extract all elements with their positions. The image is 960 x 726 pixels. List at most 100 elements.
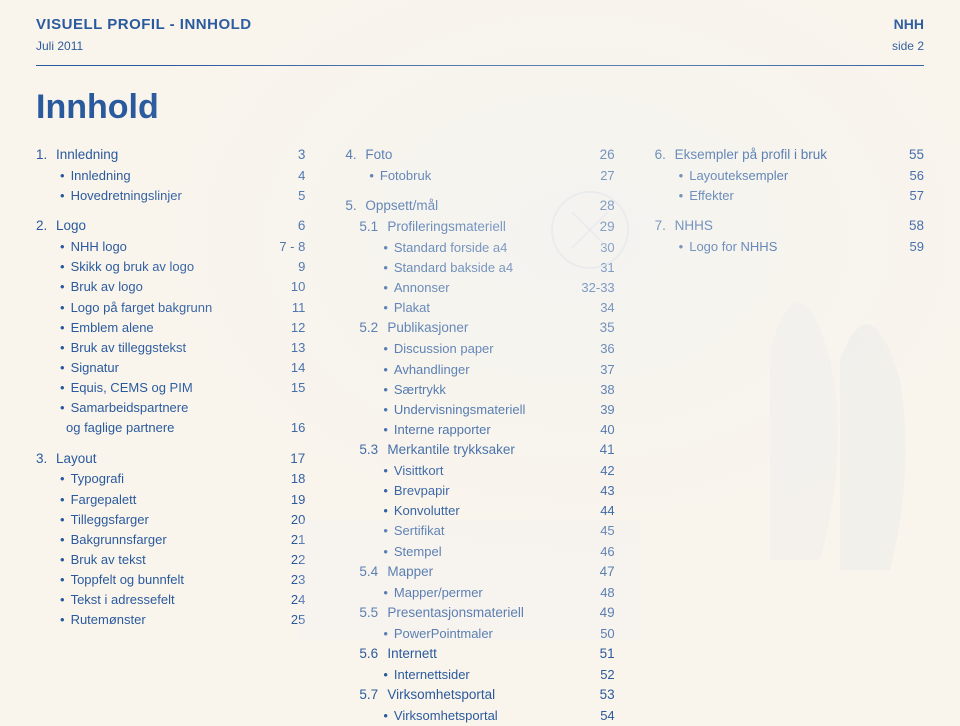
item-label: Innledning [71,166,264,186]
item-label: Tekst i adressefelt [71,590,264,610]
bullet-icon: • [60,257,71,277]
page-number: 58 [882,216,924,237]
item-label: Bruk av tekst [71,550,264,570]
page-number: 36 [573,339,615,359]
page-number: 28 [573,196,615,217]
item-label: Tilleggsfarger [71,510,264,530]
subsection-number: 5.6 [359,644,387,665]
page-subheader: Juli 2011 side 2 [0,33,960,53]
page-number: 40 [573,420,615,440]
header-date: Juli 2011 [36,39,83,53]
item-label: Mapper/permer [394,583,573,603]
item-label: Fotobruk [380,166,573,186]
page-number: 47 [573,562,615,583]
page-number: 53 [573,685,615,706]
item-label: Rutemønster [71,610,264,630]
subsection-label: Publikasjoner [387,318,572,339]
page-number: 20 [263,510,305,530]
toc-item-row: •Logo på farget bakgrunn11 [36,298,305,318]
page-number: 11 [263,298,305,318]
page-number: 41 [573,440,615,461]
page-number: 16 [263,418,305,438]
item-label: PowerPointmaler [394,624,573,644]
section-number: 4. [345,145,365,166]
page-number: 49 [573,603,615,624]
bullet-icon: • [60,358,71,378]
toc-item-row: •Fotobruk27 [345,166,614,186]
toc-item-row: •Innledning4 [36,166,305,186]
page-number: 26 [573,145,615,166]
item-label: Bruk av logo [71,277,264,297]
bullet-icon: • [383,583,394,603]
toc-section-row: 5. Oppsett/mål28 [345,196,614,217]
bullet-icon: • [383,706,394,726]
item-label: Effekter [689,186,882,206]
page-number: 31 [573,258,615,278]
toc-item-row: •Samarbeidspartnere [36,398,305,418]
page-number: 21 [263,530,305,550]
toc-item-row: •Tekst i adressefelt24 [36,590,305,610]
item-label: Visittkort [394,461,573,481]
item-label: Avhandlinger [394,360,573,380]
item-label: Konvolutter [394,501,573,521]
bullet-icon: • [383,278,394,298]
bullet-icon: • [383,420,394,440]
toc-subsection-row: 5.3 Merkantile trykksaker41 [345,440,614,461]
bullet-icon: • [60,530,71,550]
bullet-icon: • [60,378,71,398]
section-label: Layout [56,449,263,470]
spacer [36,439,305,449]
bullet-icon: • [383,360,394,380]
toc-item-row: •Layouteksempler56 [655,166,924,186]
toc-columns: 1. Innledning3•Innledning4•Hovedretnings… [0,145,960,726]
toc-item-row: •Mapper/permer48 [345,583,614,603]
item-label: Layouteksempler [689,166,882,186]
section-number: 5. [345,196,365,217]
item-label: Fargepalett [71,490,264,510]
page-number: 48 [573,583,615,603]
item-label: Brevpapir [394,481,573,501]
header-title: VISUELL PROFIL - INNHOLD [36,16,252,33]
toc-item-row: •Bruk av tekst22 [36,550,305,570]
item-label: NHH logo [71,237,264,257]
bullet-icon: • [60,469,71,489]
item-label: Interne rapporter [394,420,573,440]
bullet-icon: • [383,665,394,685]
toc-item-row: •Equis, CEMS og PIM15 [36,378,305,398]
toc-item-row: •Sertifikat45 [345,521,614,541]
item-label: Skikk og bruk av logo [71,257,264,277]
item-label: Annonser [394,278,573,298]
toc-subsection-row: 5.2 Publikasjoner35 [345,318,614,339]
page-title: Innhold [0,66,960,145]
item-label: Bakgrunnsfarger [71,530,264,550]
toc-item-row: •Emblem alene12 [36,318,305,338]
bullet-icon: • [60,186,71,206]
toc-subsection-row: 5.7 Virksomhetsportal53 [345,685,614,706]
toc-item-row: •Undervisningsmateriell39 [345,400,614,420]
spacer [655,206,924,216]
toc-item-row: •Bruk av logo10 [36,277,305,297]
bullet-icon: • [60,318,71,338]
item-label: Virksomhetsportal [394,706,573,726]
bullet-icon: • [60,590,71,610]
bullet-icon: • [369,166,380,186]
page-number: 32-33 [573,278,615,298]
page-number: 46 [573,542,615,562]
page-number: 54 [573,706,615,726]
header-org: NHH [894,16,924,32]
bullet-icon: • [383,298,394,318]
subsection-number: 5.3 [359,440,387,461]
page-number: 23 [263,570,305,590]
section-number: 7. [655,216,675,237]
page-number: 18 [263,469,305,489]
toc-column: 6. Eksempler på profil i bruk55•Layoutek… [655,145,924,726]
page-header: VISUELL PROFIL - INNHOLD NHH [0,0,960,33]
page-number: 6 [263,216,305,237]
bullet-icon: • [60,610,71,630]
item-label: Emblem alene [71,318,264,338]
page-number: 50 [573,624,615,644]
page-number: 10 [263,277,305,297]
page-number: 19 [263,490,305,510]
page-number: 56 [882,166,924,186]
page-number: 57 [882,186,924,206]
